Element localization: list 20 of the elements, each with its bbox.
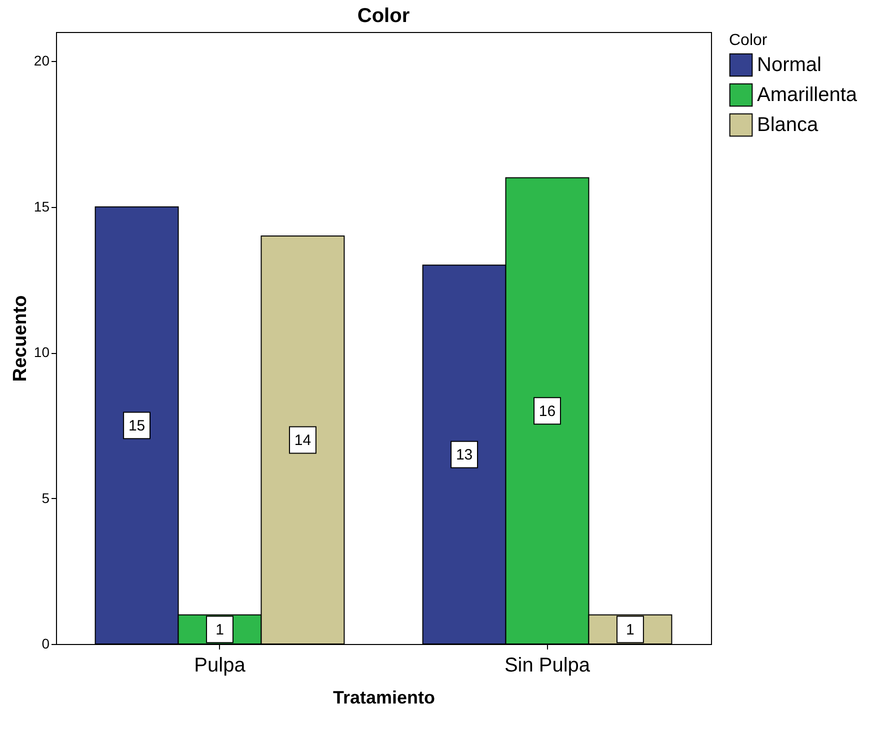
y-tick-label: 5 <box>42 490 50 506</box>
data-label: 14 <box>294 432 312 449</box>
y-tick-label: 20 <box>34 52 50 69</box>
data-label: 1 <box>626 621 634 638</box>
x-axis-title: Tratamiento <box>332 688 436 708</box>
data-label: 15 <box>128 417 146 434</box>
legend-label: Blanca <box>757 114 820 136</box>
data-label: 16 <box>538 402 556 420</box>
y-axis-title: Recuento <box>10 295 31 382</box>
x-tick-label: Pulpa <box>194 654 246 676</box>
legend-label: Amarillenta <box>757 84 858 106</box>
y-tick-label: 10 <box>34 344 50 360</box>
legend-label: Normal <box>757 54 822 76</box>
x-tick-label: Sin Pulpa <box>504 654 591 676</box>
y-tick-label: 15 <box>34 198 50 214</box>
data-label: 1 <box>216 621 224 638</box>
data-label: 13 <box>456 446 473 464</box>
y-tick-label: 0 <box>42 636 50 652</box>
chart-title: Color <box>357 5 410 27</box>
legend-title: Color <box>729 32 768 49</box>
